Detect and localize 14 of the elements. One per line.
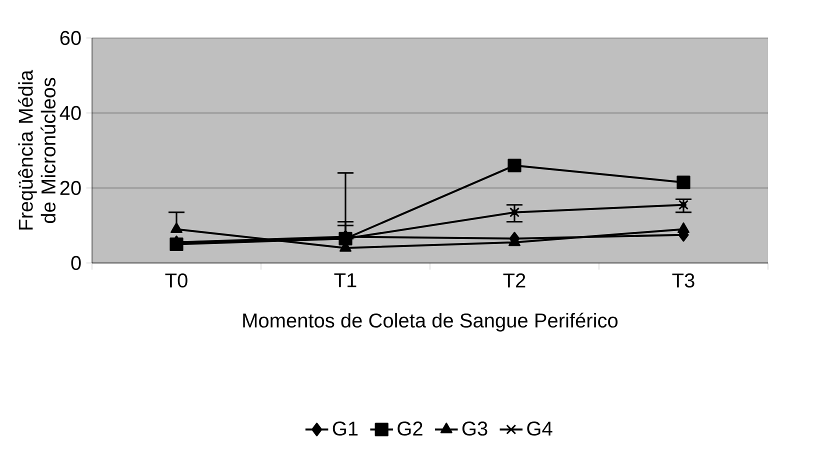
- y-tick-label: 0: [71, 256, 81, 270]
- legend-label: G3: [462, 422, 488, 436]
- x-tick-label: T0: [165, 273, 188, 288]
- x-tick-label: T2: [503, 273, 526, 288]
- x-axis-title: Momentos de Coleta de Sangue Periférico: [243, 312, 618, 332]
- y-tick-label: 40: [60, 106, 81, 120]
- legend-label: G4: [527, 422, 552, 436]
- y-axis-title: Freqüência Média de Micronúcleos: [18, 70, 56, 230]
- x-tick-label: T1: [334, 273, 356, 288]
- x-tick-label: T3: [672, 273, 694, 288]
- y-tick-label: 60: [60, 30, 81, 46]
- y-tick-label: 20: [60, 180, 81, 196]
- legend-label: G1: [332, 422, 358, 436]
- legend-label: G2: [398, 422, 422, 436]
